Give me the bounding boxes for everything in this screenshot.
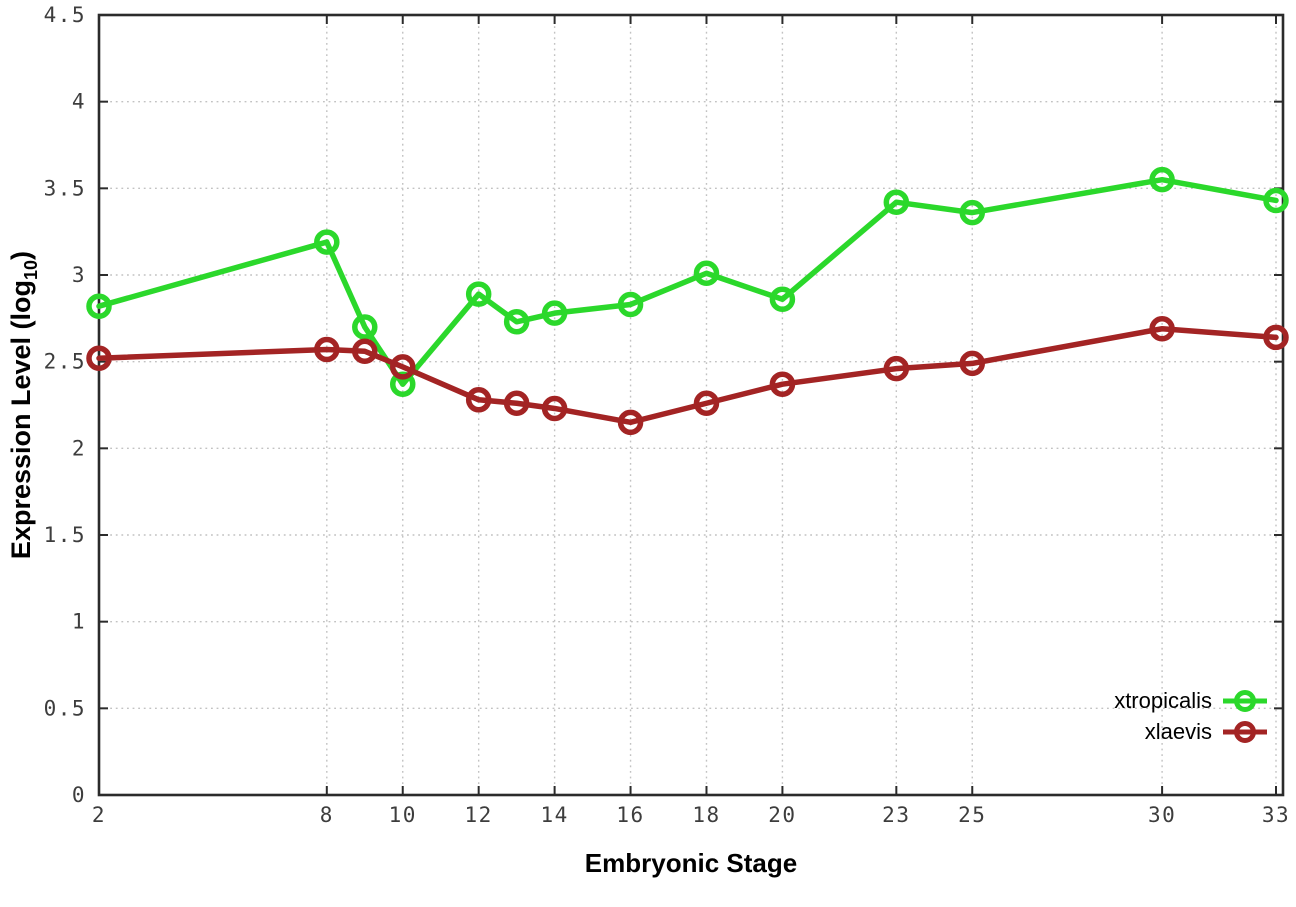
svg-text:3.5: 3.5 [44,176,86,200]
legend-marker-xtropicalis-icon [1223,689,1267,712]
svg-text:8: 8 [320,803,334,827]
y-axis-label-close: ) [6,250,36,260]
svg-text:4.5: 4.5 [44,3,86,27]
svg-text:0.5: 0.5 [44,696,86,720]
svg-text:20: 20 [768,803,796,827]
y-axis-label-main: Expression Level (log [6,279,36,560]
svg-text:2.5: 2.5 [44,350,86,374]
svg-text:25: 25 [958,803,986,827]
svg-text:2: 2 [92,803,106,827]
svg-text:1: 1 [72,610,86,634]
svg-text:10: 10 [389,803,417,827]
svg-text:14: 14 [540,803,568,827]
legend-item-xlaevis: xlaevis [1114,716,1268,747]
legend: xtropicalis xlaevis [1114,685,1268,747]
y-axis-label-subscript: 10 [21,259,41,280]
svg-text:30: 30 [1148,803,1176,827]
svg-text:33: 33 [1262,803,1290,827]
svg-text:2: 2 [72,436,86,460]
svg-text:12: 12 [465,803,493,827]
svg-text:23: 23 [882,803,910,827]
svg-text:16: 16 [616,803,644,827]
svg-text:3: 3 [72,263,86,287]
legend-label-xlaevis: xlaevis [1144,718,1212,744]
svg-text:0: 0 [72,783,86,807]
legend-label-xtropicalis: xtropicalis [1114,687,1212,713]
legend-item-xtropicalis: xtropicalis [1114,685,1268,716]
svg-text:4: 4 [72,90,86,114]
svg-text:18: 18 [692,803,720,827]
y-axis-label: Expression Level (log10) [6,251,42,559]
x-axis-label: Embryonic Stage [584,848,798,878]
svg-text:1.5: 1.5 [44,523,86,547]
legend-marker-xlaevis-icon [1223,720,1267,743]
